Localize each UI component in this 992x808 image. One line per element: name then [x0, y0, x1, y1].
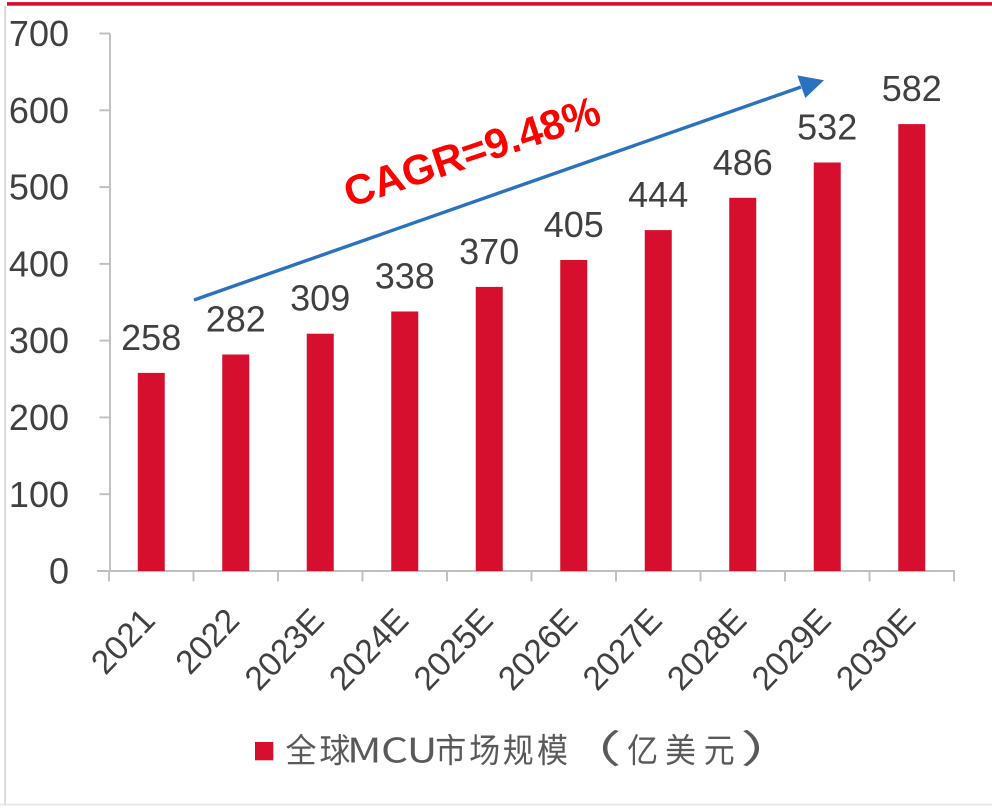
- svg-text:200: 200: [9, 397, 69, 438]
- svg-text:258: 258: [121, 317, 181, 358]
- svg-text:532: 532: [797, 107, 857, 148]
- svg-text:309: 309: [290, 278, 350, 319]
- svg-text:405: 405: [544, 204, 604, 245]
- svg-text:500: 500: [9, 167, 69, 208]
- svg-text:0: 0: [49, 551, 69, 592]
- svg-text:300: 300: [9, 320, 69, 361]
- svg-text:486: 486: [713, 142, 773, 183]
- svg-text:282: 282: [206, 299, 266, 340]
- svg-text:370: 370: [459, 231, 519, 272]
- svg-text:338: 338: [375, 256, 435, 297]
- svg-text:400: 400: [9, 244, 69, 285]
- svg-text:444: 444: [628, 174, 688, 215]
- svg-text:700: 700: [9, 13, 69, 54]
- svg-text:582: 582: [882, 68, 942, 109]
- svg-text:100: 100: [9, 474, 69, 515]
- svg-text:600: 600: [9, 90, 69, 131]
